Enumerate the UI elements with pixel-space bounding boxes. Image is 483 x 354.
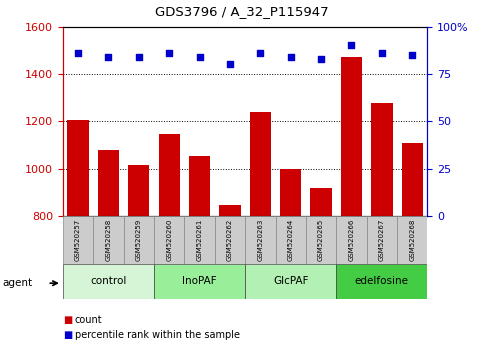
Point [226,62,234,67]
Text: GlcPAF: GlcPAF [273,276,309,286]
Point [409,52,416,58]
Bar [311,188,332,216]
Text: GSM520268: GSM520268 [409,219,415,261]
Bar [341,57,362,216]
Text: GDS3796 / A_32_P115947: GDS3796 / A_32_P115947 [155,5,328,18]
Point [165,50,173,56]
Text: GSM520261: GSM520261 [197,219,202,261]
Bar [402,143,423,216]
Text: GSM520264: GSM520264 [288,219,294,261]
Bar [128,165,149,216]
Text: InoPAF: InoPAF [182,276,217,286]
Text: percentile rank within the sample: percentile rank within the sample [75,330,240,339]
FancyBboxPatch shape [185,216,215,264]
FancyBboxPatch shape [245,216,275,264]
Point [196,54,203,60]
Text: ■: ■ [63,330,72,339]
Text: GSM520267: GSM520267 [379,219,385,261]
FancyBboxPatch shape [63,216,93,264]
Text: GSM520259: GSM520259 [136,219,142,261]
Text: GSM520263: GSM520263 [257,219,263,261]
Point [317,56,325,62]
Bar [67,120,88,216]
FancyBboxPatch shape [63,264,154,299]
FancyBboxPatch shape [336,216,367,264]
Point [256,50,264,56]
Bar [280,169,301,216]
Text: GSM520258: GSM520258 [105,219,112,261]
Point [74,50,82,56]
Bar [158,133,180,216]
Point [104,54,112,60]
Bar [219,205,241,216]
FancyBboxPatch shape [367,216,397,264]
Bar [98,150,119,216]
Point [135,54,142,60]
Point [287,54,295,60]
FancyBboxPatch shape [124,216,154,264]
Bar [250,112,271,216]
Text: agent: agent [2,278,32,288]
FancyBboxPatch shape [215,216,245,264]
Text: GSM520260: GSM520260 [166,219,172,261]
FancyBboxPatch shape [336,264,427,299]
FancyBboxPatch shape [154,216,185,264]
Point [378,50,386,56]
Text: edelfosine: edelfosine [355,276,409,286]
Text: ■: ■ [63,315,72,325]
Bar [371,103,393,216]
Point [348,43,355,48]
FancyBboxPatch shape [397,216,427,264]
FancyBboxPatch shape [275,216,306,264]
Text: GSM520257: GSM520257 [75,219,81,261]
Bar [189,155,210,216]
Text: GSM520262: GSM520262 [227,219,233,261]
Text: control: control [90,276,127,286]
FancyBboxPatch shape [245,264,336,299]
Text: GSM520265: GSM520265 [318,219,324,261]
Text: GSM520266: GSM520266 [348,219,355,261]
FancyBboxPatch shape [306,216,336,264]
FancyBboxPatch shape [154,264,245,299]
FancyBboxPatch shape [93,216,124,264]
Text: count: count [75,315,102,325]
